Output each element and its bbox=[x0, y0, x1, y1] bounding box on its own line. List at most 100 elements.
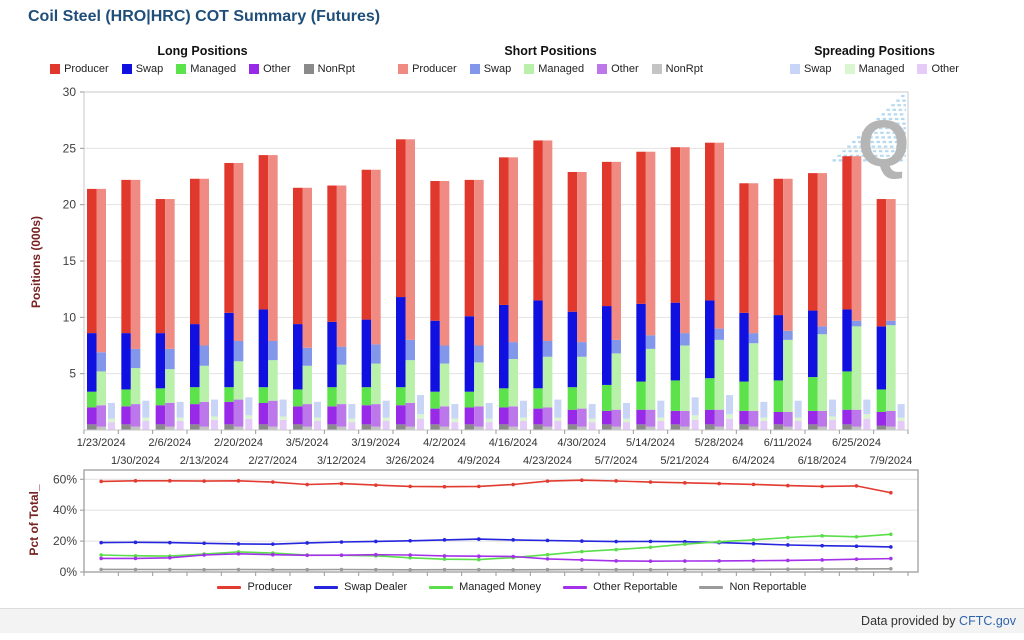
managed-swatch-icon bbox=[524, 64, 535, 74]
svg-text:6/4/2024: 6/4/2024 bbox=[732, 455, 775, 467]
legend-group-short-positions: Short Positions Producer Swap Managed Other N… bbox=[383, 44, 718, 75]
legend-item-long-positions-nonrpt: NonRpt bbox=[303, 63, 355, 75]
svg-text:5/21/2024: 5/21/2024 bbox=[660, 455, 709, 467]
other-swatch-icon bbox=[249, 64, 260, 74]
line-legend-item-other-reportable: Other Reportable bbox=[563, 581, 677, 593]
svg-text:30: 30 bbox=[63, 85, 77, 99]
legend-group-title: Spreading Positions bbox=[814, 44, 935, 58]
svg-text:0%: 0% bbox=[60, 565, 78, 579]
managed-swatch-icon bbox=[176, 64, 187, 74]
svg-text:20%: 20% bbox=[53, 534, 77, 548]
nonrpt-swatch-icon bbox=[651, 64, 662, 74]
svg-text:6/11/2024: 6/11/2024 bbox=[764, 437, 812, 449]
svg-text:3/5/2024: 3/5/2024 bbox=[286, 437, 329, 449]
line-legend-item-managed-money: Managed Money bbox=[429, 581, 541, 593]
line-legend-label: Other Reportable bbox=[593, 581, 678, 593]
legend-item-label: Managed bbox=[858, 63, 905, 75]
line-legend-label: Producer bbox=[247, 581, 293, 593]
managed-money-line-swatch-icon bbox=[429, 585, 454, 589]
swap-swatch-icon bbox=[469, 64, 480, 74]
svg-text:60%: 60% bbox=[53, 472, 77, 486]
positions-axis-title: Positions (000s) bbox=[29, 215, 43, 309]
svg-text:4/16/2024: 4/16/2024 bbox=[489, 437, 538, 449]
svg-text:20: 20 bbox=[63, 198, 77, 212]
pct-of-total-line-chart-svg: 0% 20% 40% 60% bbox=[53, 469, 919, 579]
legend-item-short-positions-other: Other bbox=[597, 63, 639, 75]
producer-line-swatch-icon bbox=[217, 585, 242, 589]
legend-group-spreading-positions: Spreading Positions Swap Managed Other bbox=[757, 44, 992, 75]
svg-text:10: 10 bbox=[63, 310, 77, 324]
legend-item-short-positions-producer: Producer bbox=[398, 63, 457, 75]
legend-item-long-positions-managed: Managed bbox=[176, 63, 236, 75]
line-legend-label: Swap Dealer bbox=[344, 581, 408, 593]
legend-item-short-positions-nonrpt: NonRpt bbox=[651, 63, 703, 75]
svg-text:7/9/2024: 7/9/2024 bbox=[869, 455, 912, 467]
positions-bar-chart: Q 5 10 15 20 25 30 1/23/2024 1/30/2024 2/6/2024 2/… bbox=[0, 80, 1024, 472]
swap-swatch-icon bbox=[121, 64, 132, 74]
other-reportable-line-swatch-icon bbox=[563, 585, 588, 589]
svg-text:25: 25 bbox=[63, 141, 77, 155]
legend-item-label: Managed bbox=[190, 63, 237, 75]
legend-item-label: Other bbox=[611, 63, 639, 75]
footer-bar: Data provided by CFTC.gov bbox=[0, 608, 1024, 633]
pct-of-total-line-chart: 0% 20% 40% 60% bbox=[0, 462, 1024, 582]
data-source-prefix: Data provided by bbox=[861, 614, 956, 628]
svg-text:4/30/2024: 4/30/2024 bbox=[557, 437, 606, 449]
svg-text:2/13/2024: 2/13/2024 bbox=[180, 455, 229, 467]
svg-text:5/7/2024: 5/7/2024 bbox=[595, 455, 638, 467]
legend-item-long-positions-swap: Swap bbox=[121, 63, 164, 75]
svg-text:3/19/2024: 3/19/2024 bbox=[351, 437, 400, 449]
legend-item-label: Swap bbox=[483, 63, 512, 75]
legend-item-spreading-positions-swap: Swap bbox=[790, 63, 832, 75]
legend-item-long-positions-producer: Producer bbox=[50, 63, 109, 75]
line-legend-item-producer: Producer bbox=[217, 581, 292, 593]
legend-item-label: NonRpt bbox=[665, 63, 703, 75]
legend-item-label: NonRpt bbox=[317, 63, 355, 75]
svg-text:3/12/2024: 3/12/2024 bbox=[317, 455, 366, 467]
svg-text:6/25/2024: 6/25/2024 bbox=[832, 437, 881, 449]
cftc-gov-link[interactable]: CFTC.gov bbox=[959, 614, 1016, 628]
svg-text:15: 15 bbox=[63, 254, 77, 268]
legend-item-spreading-positions-other: Other bbox=[917, 63, 959, 75]
line-legend-item-swap-dealer: Swap Dealer bbox=[314, 581, 407, 593]
legend-item-label: Producer bbox=[64, 63, 109, 75]
legend-item-spreading-positions-managed: Managed bbox=[844, 63, 905, 75]
svg-text:2/20/2024: 2/20/2024 bbox=[214, 437, 263, 449]
line-chart-legend: Producer Swap Dealer Managed Money Other Re… bbox=[0, 581, 1024, 593]
line-legend-label: Non Reportable bbox=[729, 581, 807, 593]
svg-text:1/23/2024: 1/23/2024 bbox=[77, 437, 126, 449]
legend-group-long-positions: Long Positions Producer Swap Managed Other No… bbox=[30, 44, 375, 75]
page-title: Coil Steel (HRO|HRC) COT Summary (Future… bbox=[28, 8, 381, 25]
legend-item-label: Managed bbox=[538, 63, 585, 75]
svg-text:2/6/2024: 2/6/2024 bbox=[148, 437, 191, 449]
legend-group-title: Long Positions bbox=[157, 44, 248, 58]
svg-text:6/18/2024: 6/18/2024 bbox=[798, 455, 847, 467]
producer-swatch-icon bbox=[50, 64, 61, 74]
svg-text:4/9/2024: 4/9/2024 bbox=[457, 455, 500, 467]
legend-item-label: Other bbox=[263, 63, 291, 75]
nonrpt-swatch-icon bbox=[303, 64, 314, 74]
svg-text:40%: 40% bbox=[53, 503, 77, 517]
svg-text:Q: Q bbox=[858, 106, 909, 180]
legend-item-label: Other bbox=[931, 63, 959, 75]
svg-text:1/30/2024: 1/30/2024 bbox=[111, 455, 160, 467]
legend-group-title: Short Positions bbox=[504, 44, 597, 58]
line-legend-item-non-reportable: Non Reportable bbox=[699, 581, 807, 593]
line-legend-label: Managed Money bbox=[459, 581, 542, 593]
data-source-note: Data provided by CFTC.gov bbox=[861, 609, 1016, 633]
legend-item-label: Swap bbox=[135, 63, 164, 75]
pct-axis-title: Pct of Total_ bbox=[27, 484, 41, 556]
positions-bar-chart-svg: Q 5 10 15 20 25 30 1/23/2024 1/30/2024 2/6/2024 2/… bbox=[63, 85, 913, 467]
swap-dealer-line-swatch-icon bbox=[314, 585, 339, 589]
legend-item-short-positions-managed: Managed bbox=[524, 63, 584, 75]
managed-swatch-icon bbox=[844, 64, 855, 74]
svg-text:5: 5 bbox=[69, 367, 76, 381]
svg-text:4/23/2024: 4/23/2024 bbox=[523, 455, 572, 467]
svg-text:4/2/2024: 4/2/2024 bbox=[423, 437, 466, 449]
svg-text:5/28/2024: 5/28/2024 bbox=[695, 437, 744, 449]
other-swatch-icon bbox=[597, 64, 608, 74]
legend-item-label: Swap bbox=[804, 63, 832, 75]
legend-item-long-positions-other: Other bbox=[249, 63, 291, 75]
other-swatch-icon bbox=[917, 64, 928, 74]
svg-text:5/14/2024: 5/14/2024 bbox=[626, 437, 675, 449]
